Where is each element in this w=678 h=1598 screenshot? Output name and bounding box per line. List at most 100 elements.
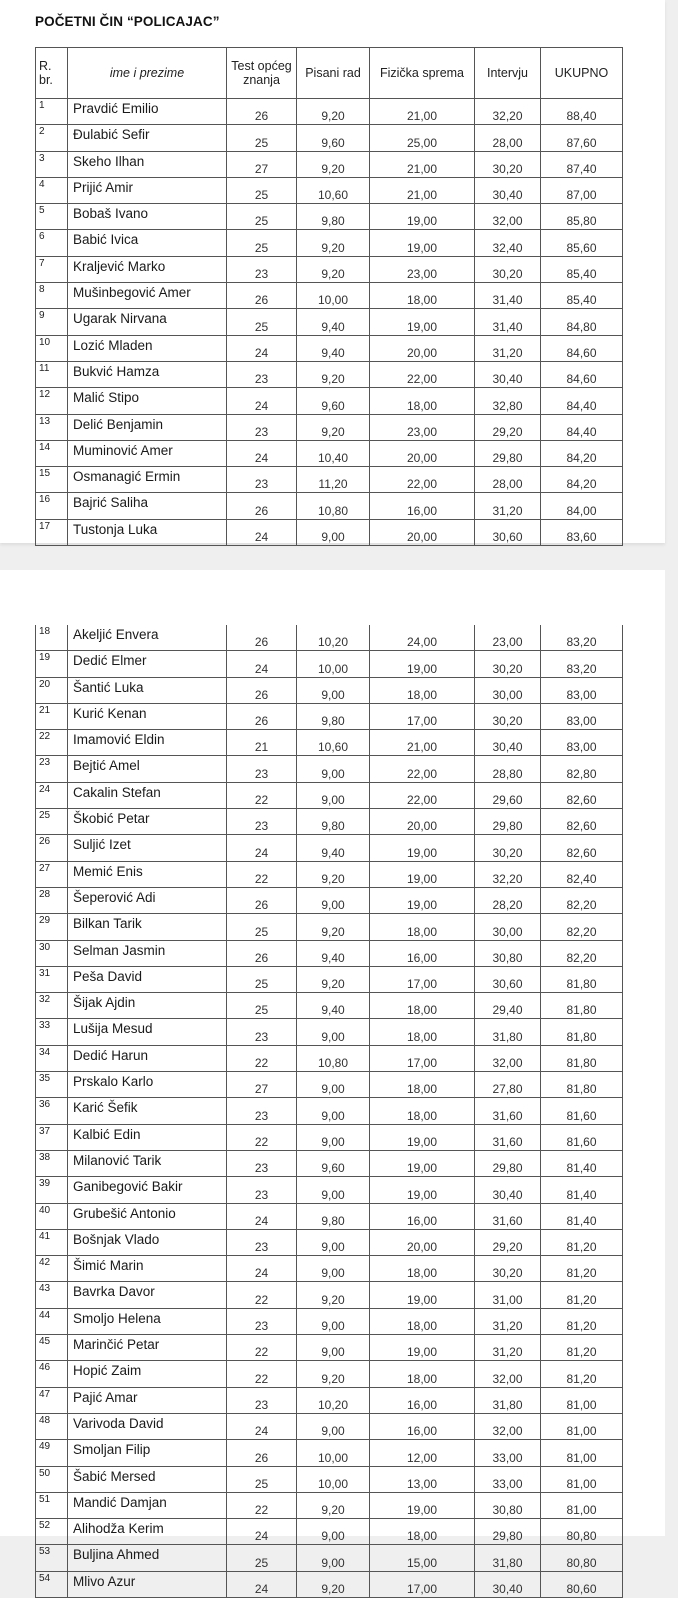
row-number: 22 bbox=[35, 729, 68, 757]
score-intervju: 30,40 bbox=[474, 360, 541, 389]
candidate-name: Buljina Ahmed bbox=[67, 1544, 227, 1572]
score-ukupno: 85,40 bbox=[540, 255, 623, 284]
score-fizicka: 18,00 bbox=[369, 992, 475, 1020]
score-intervju: 31,20 bbox=[474, 1307, 541, 1336]
row-number: 39 bbox=[35, 1176, 68, 1204]
score-test: 25 bbox=[226, 913, 297, 941]
score-test: 24 bbox=[226, 1518, 297, 1546]
table-row: 11 Bukvić Hamza 23 9,20 22,00 30,40 84,60 bbox=[35, 360, 623, 389]
row-number: 51 bbox=[35, 1491, 68, 1520]
candidate-name: Lozić Mladen bbox=[67, 334, 227, 362]
score-ukupno: 81,20 bbox=[540, 1255, 623, 1283]
score-intervju: 31,80 bbox=[474, 1386, 541, 1414]
row-number: 17 bbox=[35, 518, 68, 547]
score-test: 24 bbox=[226, 834, 297, 862]
score-ukupno: 81,80 bbox=[540, 1018, 623, 1046]
score-intervju: 31,80 bbox=[474, 1544, 541, 1572]
score-fizicka: 25,00 bbox=[369, 124, 475, 152]
header-test: Test općeg znanja bbox=[226, 47, 297, 99]
score-ukupno: 81,40 bbox=[540, 1176, 623, 1204]
score-test: 26 bbox=[226, 97, 297, 126]
row-number: 16 bbox=[35, 492, 68, 520]
score-pisani: 10,60 bbox=[296, 729, 370, 757]
score-test: 24 bbox=[226, 1412, 297, 1441]
table-row: 49 Smoljan Filip 26 10,00 12,00 33,00 81,00 bbox=[35, 1439, 623, 1467]
score-intervju: 32,00 bbox=[474, 1360, 541, 1388]
table-row: 12 Malić Stipo 24 9,60 18,00 32,80 84,40 bbox=[35, 387, 623, 415]
score-ukupno: 87,60 bbox=[540, 124, 623, 152]
row-number: 33 bbox=[35, 1018, 68, 1046]
score-fizicka: 19,00 bbox=[369, 1149, 475, 1178]
score-test: 25 bbox=[226, 124, 297, 152]
candidate-name: Kurić Kenan bbox=[67, 702, 227, 731]
score-intervju: 30,20 bbox=[474, 150, 541, 178]
score-ukupno: 84,60 bbox=[540, 334, 623, 362]
score-fizicka: 18,00 bbox=[369, 1518, 475, 1546]
score-ukupno: 81,80 bbox=[540, 1071, 623, 1099]
score-fizicka: 19,00 bbox=[369, 886, 475, 915]
score-fizicka: 16,00 bbox=[369, 939, 475, 967]
score-fizicka: 22,00 bbox=[369, 755, 475, 783]
candidate-name: Prskalo Karlo bbox=[67, 1071, 227, 1099]
row-number: 13 bbox=[35, 413, 68, 441]
score-test: 23 bbox=[226, 1228, 297, 1257]
candidate-name: Delić Benjamin bbox=[67, 413, 227, 441]
score-ukupno: 81,20 bbox=[540, 1307, 623, 1336]
score-intervju: 29,80 bbox=[474, 439, 541, 468]
row-number: 2 bbox=[35, 124, 68, 152]
score-fizicka: 20,00 bbox=[369, 439, 475, 468]
score-fizicka: 23,00 bbox=[369, 413, 475, 441]
score-fizicka: 22,00 bbox=[369, 466, 475, 494]
score-intervju: 31,60 bbox=[474, 1123, 541, 1151]
score-ukupno: 83,20 bbox=[540, 650, 623, 678]
score-ukupno: 82,20 bbox=[540, 886, 623, 915]
score-ukupno: 81,40 bbox=[540, 1149, 623, 1178]
score-fizicka: 20,00 bbox=[369, 334, 475, 362]
table-row: 7 Kraljević Marko 23 9,20 23,00 30,20 85,40 bbox=[35, 255, 623, 284]
score-test: 22 bbox=[226, 1360, 297, 1388]
score-intervju: 30,20 bbox=[474, 650, 541, 678]
score-pisani: 9,20 bbox=[296, 255, 370, 284]
score-intervju: 30,00 bbox=[474, 676, 541, 704]
table-row: 47 Pajić Amar 23 10,20 16,00 31,80 81,00 bbox=[35, 1386, 623, 1414]
score-intervju: 32,20 bbox=[474, 97, 541, 126]
score-ukupno: 81,80 bbox=[540, 965, 623, 994]
row-number: 34 bbox=[35, 1044, 68, 1073]
score-intervju: 29,80 bbox=[474, 1518, 541, 1546]
score-intervju: 28,00 bbox=[474, 466, 541, 494]
score-pisani: 9,00 bbox=[296, 1123, 370, 1151]
score-pisani: 10,00 bbox=[296, 282, 370, 310]
score-pisani: 9,20 bbox=[296, 229, 370, 257]
score-ukupno: 81,20 bbox=[540, 1334, 623, 1362]
score-ukupno: 81,60 bbox=[540, 1097, 623, 1125]
score-test: 24 bbox=[226, 518, 297, 547]
score-ukupno: 83,20 bbox=[540, 625, 623, 652]
candidate-name: Kraljević Marko bbox=[67, 255, 227, 284]
score-pisani: 9,00 bbox=[296, 1544, 370, 1572]
score-ukupno: 81,20 bbox=[540, 1228, 623, 1257]
candidate-name: Ganibegović Bakir bbox=[67, 1176, 227, 1204]
header-ukupno: UKUPNO bbox=[540, 47, 623, 99]
score-intervju: 32,20 bbox=[474, 860, 541, 888]
score-test: 25 bbox=[226, 992, 297, 1020]
candidate-name: Karić Šefik bbox=[67, 1097, 227, 1125]
score-pisani: 9,40 bbox=[296, 992, 370, 1020]
row-number: 35 bbox=[35, 1071, 68, 1099]
table-body: 18 Akeljić Envera 26 10,20 24,00 23,00 83,20 19… bbox=[35, 625, 623, 1598]
table-row: 50 Šabić Mersed 25 10,00 13,00 33,00 81,00 bbox=[35, 1465, 623, 1493]
score-fizicka: 19,00 bbox=[369, 203, 475, 231]
score-test: 24 bbox=[226, 650, 297, 678]
score-pisani: 9,00 bbox=[296, 755, 370, 783]
score-ukupno: 82,60 bbox=[540, 808, 623, 836]
score-test: 25 bbox=[226, 1544, 297, 1572]
candidate-name: Mandić Damjan bbox=[67, 1491, 227, 1520]
score-pisani: 9,20 bbox=[296, 913, 370, 941]
score-pisani: 10,80 bbox=[296, 492, 370, 520]
row-number: 47 bbox=[35, 1386, 68, 1414]
score-ukupno: 83,60 bbox=[540, 518, 623, 547]
table-header-row: R. br. ime i prezime Test općeg znanja P… bbox=[35, 47, 623, 99]
score-intervju: 30,20 bbox=[474, 1255, 541, 1283]
score-intervju: 30,00 bbox=[474, 913, 541, 941]
header-fizicka: Fizička sprema bbox=[369, 47, 475, 99]
score-fizicka: 18,00 bbox=[369, 1307, 475, 1336]
